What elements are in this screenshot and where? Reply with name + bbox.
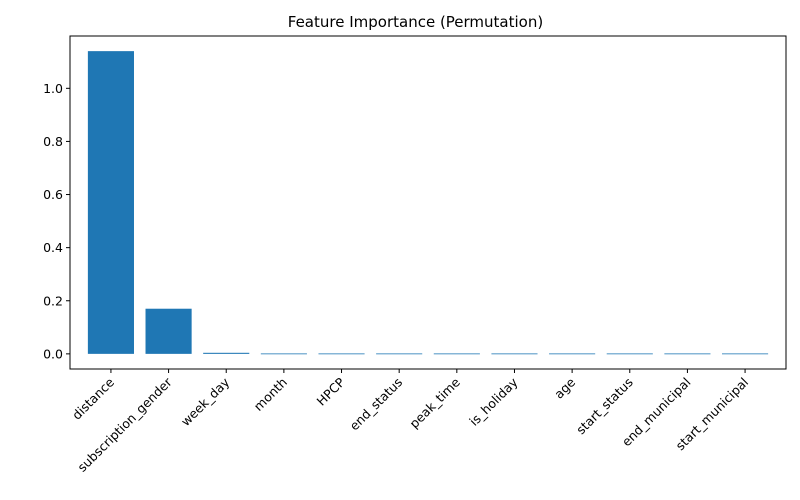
bar-subscription-gender: [145, 308, 192, 354]
bar-start-municipal: [722, 353, 769, 355]
bar-start-status: [606, 353, 653, 355]
y-tick-label: 0.8: [43, 134, 63, 149]
x-tick-label: peak_time: [406, 374, 463, 431]
bar-is-holiday: [491, 353, 538, 355]
y-tick-label: 0.4: [43, 240, 63, 255]
bar-distance: [87, 51, 134, 354]
bar-end-status: [376, 353, 423, 355]
bar-week-day: [203, 352, 250, 354]
x-tick-label: start_status: [573, 375, 636, 438]
x-tick-label: distance: [69, 374, 117, 422]
x-tick-label: HPCP: [314, 374, 348, 408]
y-axis: 0.0 0.2 0.4 0.6 0.8 1.0: [43, 81, 70, 361]
x-tick-label: end_status: [346, 375, 405, 434]
y-tick-label: 1.0: [43, 81, 63, 96]
x-tick-label: month: [251, 375, 290, 414]
x-tick-label: week_day: [178, 374, 233, 429]
bar-peak-time: [433, 353, 480, 355]
bars-group: [87, 51, 769, 355]
bar-month: [260, 353, 307, 355]
y-tick-label: 0.2: [43, 293, 63, 308]
y-tick-label: 0.6: [43, 187, 63, 202]
x-tick-label: subscription_gender: [74, 374, 175, 475]
y-tick-label: 0.0: [43, 346, 63, 361]
x-tick-label: is_holiday: [466, 374, 521, 429]
bar-age: [549, 353, 596, 355]
plot-frame: [69, 35, 787, 370]
bar-end-municipal: [664, 353, 711, 355]
chart-title: Feature Importance (Permutation): [288, 13, 543, 31]
bar-hpcp: [318, 353, 365, 355]
x-tick-label: age: [551, 374, 578, 401]
